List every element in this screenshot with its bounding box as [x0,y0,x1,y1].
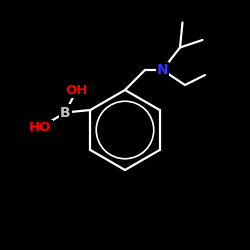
Text: OH: OH [66,84,88,96]
Text: B: B [60,106,71,120]
Text: HO: HO [29,121,52,134]
Text: N: N [157,63,168,77]
